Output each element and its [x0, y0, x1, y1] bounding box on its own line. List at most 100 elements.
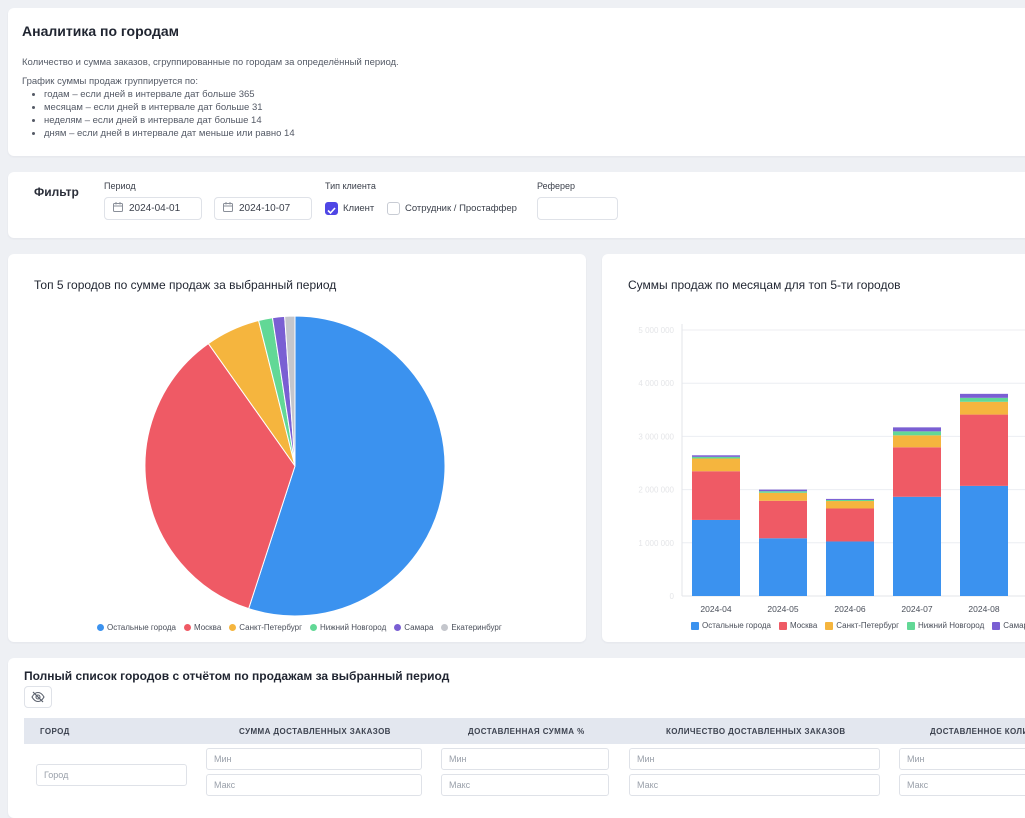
pie-slice-екатеринбург[interactable]	[284, 315, 296, 467]
legend-marker	[310, 624, 318, 631]
bar-segment-остальные-города[interactable]	[960, 485, 1008, 596]
bar-segment-санкт-петербург[interactable]	[960, 401, 1008, 415]
legend-item[interactable]: Остальные города	[97, 623, 176, 632]
column-header-city[interactable]: ГОРОД	[40, 727, 70, 736]
staff-checkbox[interactable]	[387, 202, 400, 215]
pie-chart-card: Топ 5 городов по сумме продаж за выбранн…	[8, 254, 586, 642]
pie-chart	[144, 315, 446, 617]
bar-segment-остальные-города[interactable]	[692, 519, 740, 596]
calendar-icon	[223, 202, 233, 215]
delivered-count-min-input[interactable]: Мин	[629, 748, 880, 770]
bar-segment-санкт-петербург[interactable]	[692, 458, 740, 472]
legend-item[interactable]: Москва	[778, 621, 818, 630]
legend-marker	[394, 624, 402, 631]
x-tick-label: 2024-08	[968, 604, 999, 614]
legend-label: Самара	[1003, 621, 1025, 630]
bar-segment-самара[interactable]	[692, 455, 740, 457]
legend-item[interactable]: Нижний Новгород	[907, 621, 984, 630]
date-to-input[interactable]: 2024-10-07	[214, 197, 312, 220]
bar-segment-самара[interactable]	[759, 489, 807, 492]
grouping-item: годам – если дней в интервале дат больше…	[44, 88, 295, 101]
y-tick-label: 5 000 000	[638, 326, 674, 335]
pie-chart-title: Топ 5 городов по сумме продаж за выбранн…	[34, 278, 337, 292]
pie-slice-остальные-города[interactable]	[248, 315, 446, 617]
column-header-delivered-sum[interactable]: СУММА ДОСТАВЛЕННЫХ ЗАКАЗОВ	[239, 727, 391, 736]
legend-item[interactable]: Остальные города	[691, 621, 771, 630]
delivered-qty-max-input[interactable]: Макс	[899, 774, 1025, 796]
x-tick-label: 2024-04	[700, 604, 731, 614]
period-label: Период	[104, 181, 136, 191]
legend-item[interactable]: Москва	[183, 623, 221, 632]
legend-label: Москва	[789, 621, 818, 630]
bar-segment-санкт-петербург[interactable]	[893, 435, 941, 448]
legend-marker	[992, 621, 1001, 630]
table-card: Полный список городов с отчётом по прода…	[8, 658, 1025, 818]
legend-item[interactable]: Нижний Новгород	[310, 623, 386, 632]
legend-label: Санкт-Петербург	[239, 623, 303, 632]
bar-segment-самара[interactable]	[960, 393, 1008, 398]
legend-marker	[183, 624, 191, 631]
bar-segment-нижний-новгород[interactable]	[960, 397, 1008, 402]
legend-label: Остальные города	[702, 621, 771, 630]
delivered-qty-min-input[interactable]: Мин	[899, 748, 1025, 770]
delivered-count-max-input[interactable]: Макс	[629, 774, 880, 796]
legend-marker	[441, 624, 449, 631]
bar-segment-самара[interactable]	[893, 427, 941, 432]
filter-card: Фильтр Период 2024-04-01 2024-10-07 Тип …	[8, 172, 1025, 238]
legend-marker	[907, 621, 916, 630]
bar-segment-нижний-новгород[interactable]	[759, 491, 807, 493]
legend-item[interactable]: Самара	[992, 621, 1025, 630]
pie-slice-москва[interactable]	[144, 342, 296, 610]
bar-segment-нижний-новгород[interactable]	[826, 499, 874, 502]
bar-legend: Остальные города Москва Санкт-Петербург Ниж…	[691, 621, 1025, 630]
grouping-list: годам – если дней в интервале дат больше…	[22, 88, 295, 140]
date-from-value: 2024-04-01	[129, 203, 181, 214]
bar-segment-самара[interactable]	[826, 498, 874, 500]
bar-segment-остальные-города[interactable]	[893, 496, 941, 596]
filter-title: Фильтр	[34, 185, 79, 199]
bar-segment-москва[interactable]	[759, 500, 807, 539]
client-checkbox[interactable]	[325, 202, 338, 215]
page-description: Количество и сумма заказов, сгруппирован…	[22, 57, 399, 68]
y-tick-label: 0	[670, 592, 675, 601]
column-header-delivered-qty[interactable]: ДОСТАВЛЕННОЕ КОЛИ	[930, 727, 1025, 736]
delivered-sum-min-input[interactable]: Мин	[206, 748, 422, 770]
bar-segment-остальные-города[interactable]	[759, 538, 807, 596]
bar-segment-москва[interactable]	[960, 414, 1008, 486]
delivered-percent-min-input[interactable]: Мин	[441, 748, 609, 770]
delivered-sum-max-input[interactable]: Макс	[206, 774, 422, 796]
table-header: ГОРОД СУММА ДОСТАВЛЕННЫХ ЗАКАЗОВ ДОСТАВЛ…	[24, 718, 1025, 744]
legend-item[interactable]: Самара	[394, 623, 433, 632]
legend-item[interactable]: Санкт-Петербург	[825, 621, 899, 630]
legend-marker	[825, 621, 834, 630]
legend-item[interactable]: Екатеринбург	[441, 623, 502, 632]
grouping-item: дням – если дней в интервале дат меньше …	[44, 127, 295, 140]
date-to-value: 2024-10-07	[239, 203, 291, 214]
legend-label: Нижний Новгород	[918, 621, 985, 630]
bar-segment-москва[interactable]	[826, 508, 874, 542]
info-card: Аналитика по городам Количество и сумма …	[8, 8, 1025, 156]
page-title: Аналитика по городам	[22, 23, 180, 39]
delivered-percent-max-input[interactable]: Макс	[441, 774, 609, 796]
bar-segment-нижний-новгород[interactable]	[893, 431, 941, 436]
legend-item[interactable]: Санкт-Петербург	[229, 623, 302, 632]
pie-legend: Остальные города Москва Санкт-Петербург Ниж…	[97, 623, 510, 632]
referrer-input[interactable]	[537, 197, 618, 220]
column-header-delivered-percent[interactable]: ДОСТАВЛЕННАЯ СУММА %	[468, 727, 585, 736]
bar-segment-нижний-новгород[interactable]	[692, 456, 740, 459]
column-header-delivered-count[interactable]: КОЛИЧЕСТВО ДОСТАВЛЕННЫХ ЗАКАЗОВ	[666, 727, 846, 736]
city-filter-input[interactable]: Город	[36, 764, 187, 786]
bar-segment-санкт-петербург[interactable]	[759, 492, 807, 501]
y-tick-label: 1 000 000	[638, 539, 674, 548]
legend-label: Остальные города	[107, 623, 176, 632]
staff-option-label: Сотрудник / Простаффер	[405, 203, 517, 214]
x-tick-label: 2024-05	[767, 604, 798, 614]
toggle-columns-button[interactable]	[24, 686, 52, 708]
date-from-input[interactable]: 2024-04-01	[104, 197, 202, 220]
bar-segment-остальные-города[interactable]	[826, 541, 874, 596]
grouping-item: неделям – если дней в интервале дат боль…	[44, 114, 295, 127]
bar-segment-москва[interactable]	[893, 447, 941, 497]
bar-segment-санкт-петербург[interactable]	[826, 501, 874, 509]
calendar-icon	[113, 202, 123, 215]
bar-segment-москва[interactable]	[692, 471, 740, 520]
